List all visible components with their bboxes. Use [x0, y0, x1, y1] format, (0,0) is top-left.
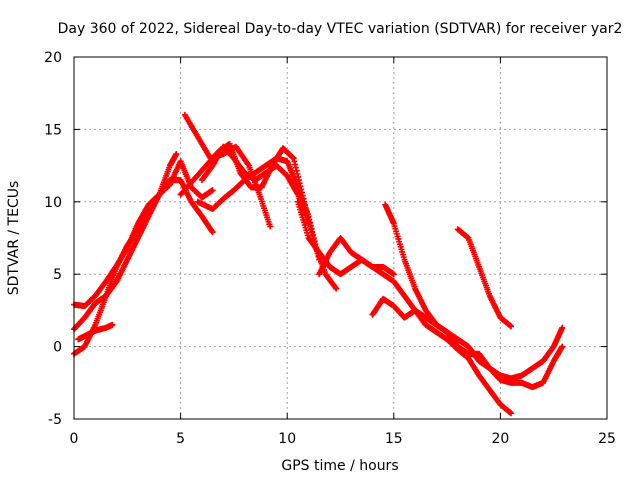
x-tick-label: 20 [491, 431, 509, 447]
data-point [173, 151, 180, 158]
y-tick-label: -5 [48, 412, 62, 428]
data-point [109, 321, 116, 328]
x-tick-label: 25 [598, 431, 616, 447]
data-point [267, 223, 274, 230]
data-point [508, 410, 515, 417]
data-point [209, 187, 216, 194]
y-tick-label: 10 [44, 195, 62, 211]
x-axis-label: GPS time / hours [281, 458, 398, 474]
y-tick-label: 20 [44, 50, 62, 66]
plot-frame [73, 56, 608, 420]
series-arc-l [369, 295, 566, 391]
data-point [559, 324, 566, 331]
series-arc-h [198, 143, 312, 227]
series-arc-d [75, 321, 116, 343]
series-arc-m [454, 226, 515, 330]
y-tick-label: 5 [53, 267, 62, 283]
y-tick-label: 0 [53, 340, 62, 356]
data-point [305, 220, 312, 227]
data-point [316, 256, 323, 263]
data-points [71, 111, 566, 417]
data-point [559, 343, 566, 350]
y-axis-label: SDTVAR / TECUs [6, 181, 22, 296]
data-point [390, 271, 397, 278]
x-tick-label: 10 [278, 431, 296, 447]
x-tick-label: 15 [385, 431, 403, 447]
x-tick-label: 5 [176, 431, 185, 447]
data-point [333, 285, 340, 292]
chart-title: Day 360 of 2022, Sidereal Day-to-day VTE… [58, 21, 623, 37]
series-arc-j [316, 235, 397, 278]
x-tick-label: 0 [70, 431, 79, 447]
data-point [508, 323, 515, 330]
y-tick-label: 15 [44, 122, 62, 138]
data-point [209, 229, 216, 236]
